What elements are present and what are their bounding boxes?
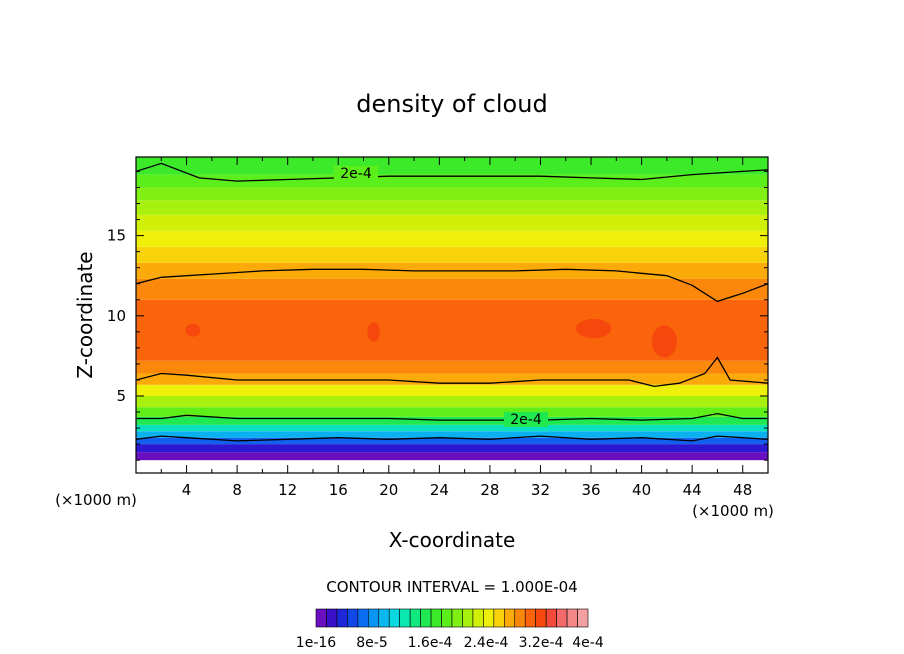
x-tick-label-36: 36 <box>581 481 600 499</box>
y-axis-ticks: 5 10 15 <box>107 170 768 461</box>
contour-labels: 2e-4 2e-4 <box>334 166 548 428</box>
x-tick-label-32: 32 <box>531 481 550 499</box>
contour-band-7 <box>136 407 768 417</box>
x-tick-label-4: 4 <box>182 481 192 499</box>
colorbar-swatch-2 <box>336 608 348 628</box>
colorbar-swatch-0 <box>315 608 327 628</box>
colorbar-swatch-7 <box>388 608 400 628</box>
hotspot-0 <box>185 323 201 337</box>
x-tick-label-40: 40 <box>632 481 651 499</box>
x-tick-label-12: 12 <box>278 481 297 499</box>
x-unit-left: (×1000 m) <box>55 491 137 509</box>
contour-lines <box>136 162 768 442</box>
hotspot-3 <box>651 325 677 358</box>
colorbar-swatch-18 <box>504 608 516 628</box>
colorbar-swatch-4 <box>357 608 369 628</box>
colorbar-swatch-1 <box>326 608 338 628</box>
contour-line-0 <box>136 162 768 182</box>
hotspot-2 <box>575 319 612 339</box>
colorbar-swatch-14 <box>462 608 474 628</box>
contour-label-bg-1 <box>504 412 548 427</box>
x-tick-label-24: 24 <box>430 481 449 499</box>
colorbar <box>315 608 589 628</box>
colorbar-swatch-20 <box>524 608 536 628</box>
y-tick-label-15: 15 <box>107 227 126 245</box>
colorbar-swatch-3 <box>347 608 359 628</box>
chart-title: density of cloud <box>356 90 547 118</box>
x-tick-label-16: 16 <box>329 481 348 499</box>
colorbar-swatch-10 <box>420 608 432 628</box>
y-tick-label-10: 10 <box>107 307 126 325</box>
colorbar-swatch-17 <box>493 608 505 628</box>
colorbar-swatch-25 <box>577 608 589 628</box>
x-tick-label-28: 28 <box>480 481 499 499</box>
contour-line-3 <box>136 412 768 421</box>
contour-band-11 <box>136 360 768 374</box>
contour-band-8 <box>136 396 768 408</box>
contour-band-10 <box>136 373 768 385</box>
contour-band-21 <box>136 157 768 175</box>
colorbar-swatch-16 <box>483 608 495 628</box>
x-tick-label-44: 44 <box>683 481 702 499</box>
colorbar-swatch-12 <box>441 608 453 628</box>
colorbar-swatch-6 <box>378 608 390 628</box>
colorbar-swatch-8 <box>399 608 411 628</box>
colorbar-swatch-23 <box>556 608 568 628</box>
contour-line-2 <box>136 356 768 388</box>
hotspot-1 <box>367 322 380 342</box>
colorbar-swatch-11 <box>430 608 442 628</box>
contour-band-1 <box>136 452 768 461</box>
contour-label-0: 2e-4 <box>340 166 372 182</box>
colorbar-swatch-19 <box>514 608 526 628</box>
x-axis-label: X-coordinate <box>389 528 516 552</box>
contour-interval-text: CONTOUR INTERVAL = 1.000E-04 <box>326 578 577 596</box>
colorbar-swatch-15 <box>472 608 484 628</box>
colorbar-label-3: 2.4e-4 <box>464 635 509 651</box>
contour-band-17 <box>136 214 768 231</box>
contour-band-18 <box>136 200 768 215</box>
contour-band-3 <box>136 437 768 445</box>
contour-band-15 <box>136 246 768 263</box>
colorbar-swatch-24 <box>566 608 578 628</box>
colorbar-label-5: 4e-4 <box>572 635 604 651</box>
colorbar-label-2: 1.6e-4 <box>408 635 453 651</box>
x-axis-ticks: 4 8 12 16 20 24 28 32 36 40 44 48 <box>160 157 769 499</box>
contour-band-4 <box>136 431 768 438</box>
contour-label-1: 2e-4 <box>510 412 542 428</box>
y-tick-label-5: 5 <box>116 387 126 405</box>
colorbar-swatch-5 <box>368 608 380 628</box>
colorbar-label-0: 1e-16 <box>296 635 336 651</box>
x-tick-label-48: 48 <box>733 481 752 499</box>
contour-band-19 <box>136 187 768 201</box>
x-tick-label-8: 8 <box>232 481 242 499</box>
colorbar-swatch-9 <box>409 608 421 628</box>
colorbar-swatch-21 <box>535 608 547 628</box>
contour-band-13 <box>136 278 768 300</box>
contour-band-6 <box>136 416 768 425</box>
x-tick-label-20: 20 <box>379 481 398 499</box>
contour-line-1 <box>136 268 768 303</box>
colorbar-swatch-22 <box>545 608 557 628</box>
contour-label-bg-0 <box>334 166 378 181</box>
contour-fills <box>136 157 768 473</box>
y-axis-label: Z-coordinate <box>73 251 97 378</box>
colorbar-labels: 1e-16 8e-5 1.6e-4 2.4e-4 3.2e-4 4e-4 <box>296 635 604 651</box>
contour-band-16 <box>136 230 768 247</box>
plot-frame <box>135 156 769 474</box>
colorbar-label-4: 3.2e-4 <box>519 635 564 651</box>
x-unit-right: (×1000 m) <box>692 502 774 520</box>
contour-band-0 <box>136 460 768 473</box>
contour-band-5 <box>136 424 768 432</box>
contour-band-9 <box>136 384 768 397</box>
colorbar-swatch-13 <box>451 608 463 628</box>
colorbar-label-1: 8e-5 <box>356 635 387 651</box>
contour-line-4 <box>136 435 768 442</box>
contour-band-2 <box>136 444 768 453</box>
